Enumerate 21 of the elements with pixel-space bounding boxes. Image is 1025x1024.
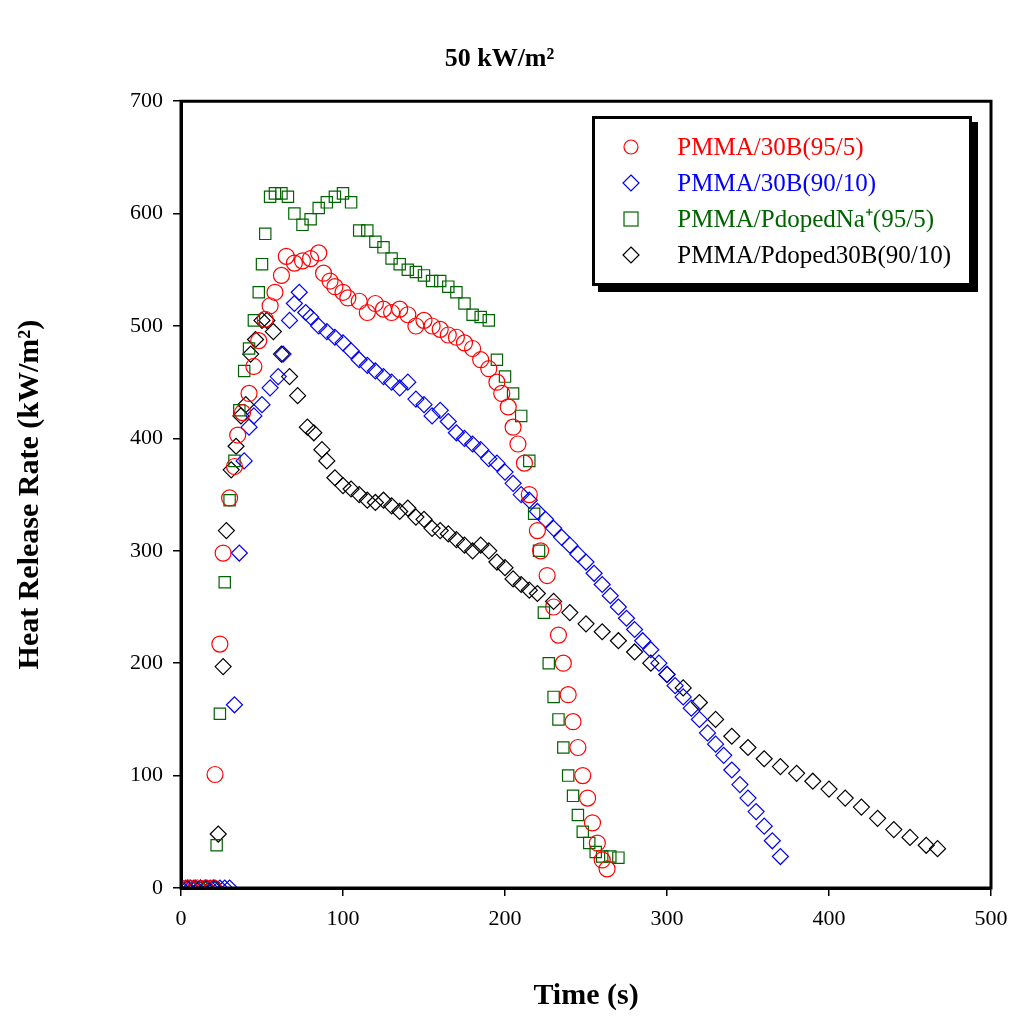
y-tick-label: 300 bbox=[130, 536, 163, 562]
y-tick-label: 0 bbox=[152, 873, 163, 899]
y-tick-label: 700 bbox=[130, 86, 163, 112]
y-axis-title: Heat Release Rate (kW/m²) bbox=[10, 319, 45, 670]
x-tick-label: 500 bbox=[974, 904, 1008, 930]
x-tick-label: 400 bbox=[812, 904, 846, 930]
legend-label: PMMA/30B(95/5) bbox=[677, 132, 864, 163]
chart-title: 50 kW/m² bbox=[444, 43, 555, 73]
x-tick-label: 300 bbox=[650, 904, 684, 930]
legend-label: PMMA/PdopedNa⁺(95/5) bbox=[677, 204, 934, 234]
x-axis-title: Time (s) bbox=[533, 976, 639, 1011]
x-tick-label: 200 bbox=[488, 904, 522, 930]
y-tick-label: 100 bbox=[130, 761, 163, 787]
x-tick-label: 100 bbox=[326, 904, 360, 930]
legend-label: PMMA/Pdoped30B(90/10) bbox=[677, 240, 951, 271]
y-tick-label: 600 bbox=[130, 199, 163, 225]
y-tick-label: 500 bbox=[130, 311, 163, 337]
y-tick-label: 400 bbox=[130, 424, 163, 450]
y-tick-label: 200 bbox=[130, 648, 163, 674]
x-tick-label: 0 bbox=[175, 904, 187, 930]
legend-label: PMMA/30B(90/10) bbox=[677, 168, 876, 199]
